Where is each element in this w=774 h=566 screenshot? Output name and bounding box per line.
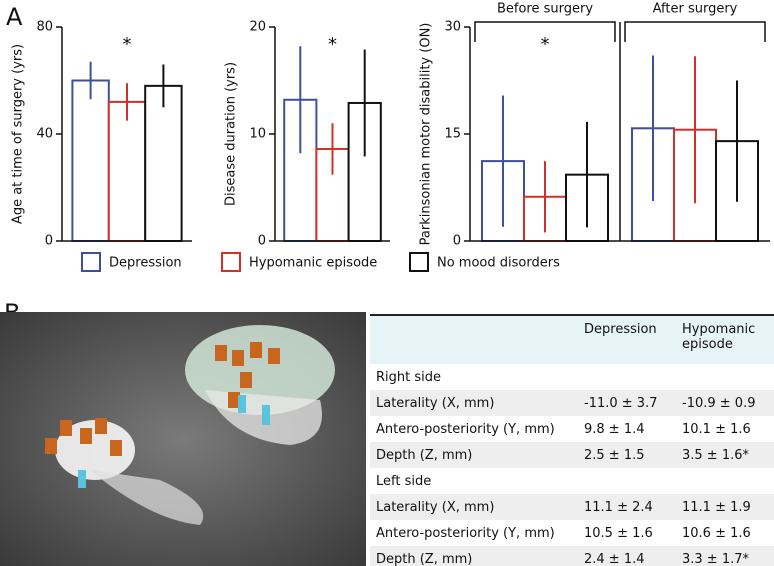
legend-label: Hypomanic episode: [249, 256, 377, 271]
bar: [144, 84, 183, 242]
table-cell: 10.1 ± 1.6: [682, 421, 751, 437]
table-cell: Laterality (X, mm): [376, 395, 495, 411]
table-cell: Antero-posteriority (Y, mm): [376, 421, 555, 437]
y-tick-label: 0: [453, 234, 461, 249]
panel-label: A: [6, 3, 23, 31]
legend-label: Depression: [109, 256, 182, 271]
bar: [71, 79, 110, 242]
header-cell: Hypomanic episode: [682, 322, 756, 352]
legend-swatch: [221, 252, 241, 272]
table-row: Laterality (X, mm) 11.1 ± 2.4 11.1 ± 1.9: [370, 494, 774, 520]
table: Depression Hypomanic episode Right side L…: [370, 314, 774, 566]
section-row: Left side: [370, 468, 774, 494]
y-tick-label: 20: [249, 20, 266, 35]
table-row: Antero-posteriority (Y, mm) 10.5 ± 1.6 10.…: [370, 520, 774, 546]
y-axis-label: Disease duration (yrs): [224, 62, 239, 206]
y-tick-label: 40: [36, 127, 53, 142]
annotation: *: [328, 34, 337, 55]
bracket: [474, 21, 616, 42]
y-tick-label: 10: [249, 127, 266, 142]
table-row: Laterality (X, mm) -11.0 ± 3.7 -10.9 ± 0.9: [370, 390, 774, 416]
table-cell: 10.5 ± 1.6: [584, 525, 653, 541]
table-cell: 2.5 ± 1.5: [584, 447, 645, 463]
y-tick-label: 80: [36, 20, 53, 35]
brain-image: [0, 312, 366, 566]
annotation: *: [541, 34, 550, 55]
y-axis-label: Parkinsonian motor disability (ON): [419, 23, 434, 246]
table-cell: Antero-posteriority (Y, mm): [376, 525, 555, 541]
table-cell: 11.1 ± 1.9: [682, 499, 751, 515]
legend-label: No mood disorders: [437, 256, 560, 271]
category-label: After surgery: [653, 2, 738, 17]
category-label: Before surgery: [497, 2, 593, 17]
table-cell: Laterality (X, mm): [376, 499, 495, 515]
bracket: [624, 21, 766, 42]
table-cell: 3.3 ± 1.7*: [682, 551, 750, 566]
table-cell: 3.5 ± 1.6*: [682, 447, 750, 463]
y-tick-label: 0: [45, 234, 53, 249]
table-row: Depth (Z, mm) 2.5 ± 1.5 3.5 ± 1.6*: [370, 442, 774, 468]
y-tick-label: 15: [444, 127, 461, 142]
table-row: Depth (Z, mm) 2.4 ± 1.4 3.3 ± 1.7*: [370, 546, 774, 566]
y-tick-label: 30: [444, 20, 461, 35]
section-title: Right side: [376, 369, 441, 385]
table-cell: 2.4 ± 1.4: [584, 551, 645, 566]
table-cell: -11.0 ± 3.7: [584, 395, 658, 411]
table-cell: 10.6 ± 1.6: [682, 525, 751, 541]
y-tick-label: 0: [258, 234, 266, 249]
y-axis-label: Age at time of surgery (yrs): [11, 44, 26, 224]
header-cell: [370, 315, 578, 364]
section-title: Left side: [376, 473, 432, 489]
section-row: Right side: [370, 364, 774, 390]
annotation: *: [123, 34, 132, 55]
table-cell: 9.8 ± 1.4: [584, 421, 645, 437]
table-row: Antero-posteriority (Y, mm) 9.8 ± 1.4 10.1…: [370, 416, 774, 442]
legend-swatch: [81, 252, 101, 272]
bar: [107, 100, 147, 243]
table-cell: Depth (Z, mm): [376, 551, 473, 566]
header-cell: Depression: [584, 322, 657, 337]
legend-swatch: [409, 252, 429, 272]
table-cell: 11.1 ± 2.4: [584, 499, 653, 515]
table-cell: Depth (Z, mm): [376, 447, 473, 463]
table-cell: -10.9 ± 0.9: [682, 395, 756, 411]
table-header: Depression Hypomanic episode: [370, 315, 774, 364]
